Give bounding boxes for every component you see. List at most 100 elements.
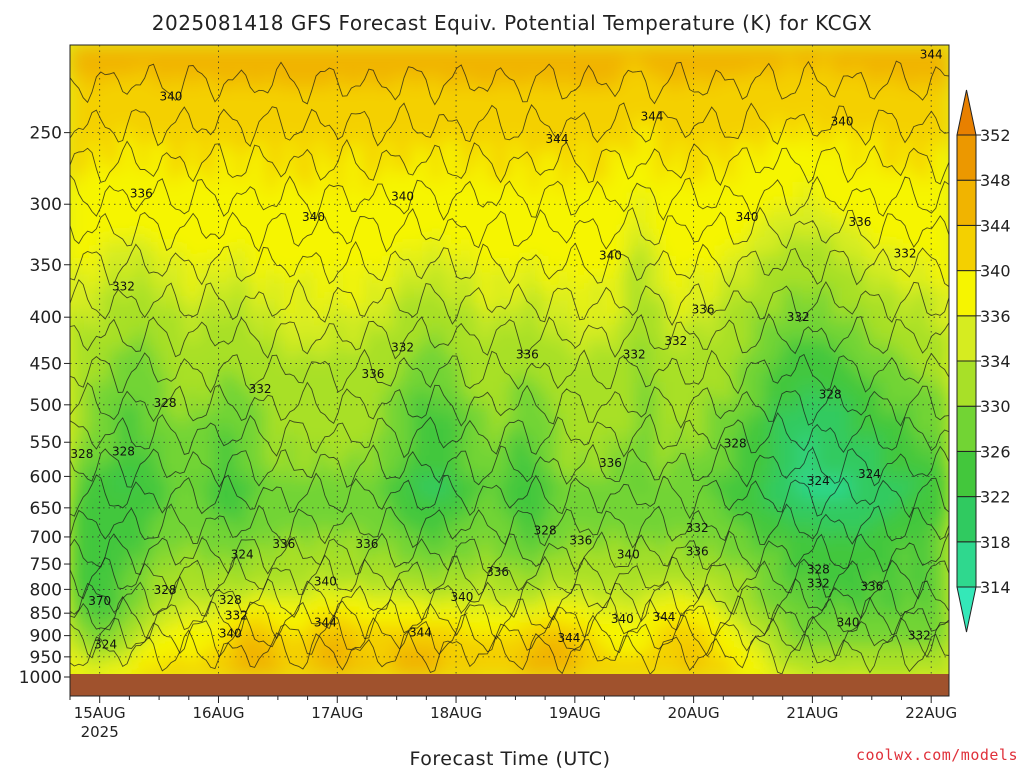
field-cell bbox=[138, 413, 149, 425]
field-cell bbox=[841, 55, 852, 67]
field-cell bbox=[109, 508, 120, 520]
field-cell bbox=[597, 434, 608, 446]
field-cell bbox=[646, 181, 657, 194]
field-cell bbox=[851, 150, 862, 162]
field-cell bbox=[675, 603, 686, 615]
field-cell bbox=[314, 655, 325, 668]
field-cell bbox=[831, 571, 843, 583]
field-cell bbox=[636, 466, 647, 478]
field-cell bbox=[79, 181, 91, 194]
field-cell bbox=[529, 350, 540, 362]
field-cell bbox=[323, 87, 335, 99]
field-cell bbox=[529, 519, 540, 531]
field-cell bbox=[236, 97, 247, 109]
field-cell bbox=[372, 550, 384, 562]
field-cell bbox=[70, 276, 81, 288]
field-cell bbox=[568, 108, 579, 120]
field-cell bbox=[343, 171, 354, 183]
field-cell bbox=[275, 613, 286, 625]
field-cell bbox=[216, 424, 227, 436]
field-cell bbox=[128, 666, 139, 678]
field-cell bbox=[294, 487, 305, 499]
field-cell bbox=[607, 571, 618, 583]
field-cell bbox=[714, 413, 725, 425]
field-cell bbox=[724, 87, 735, 99]
field-cell bbox=[79, 203, 91, 215]
field-cell bbox=[275, 582, 286, 594]
field-cell bbox=[138, 424, 149, 436]
field-cell bbox=[411, 666, 423, 678]
field-cell bbox=[128, 529, 139, 541]
field-cell bbox=[70, 371, 81, 383]
field-cell bbox=[245, 66, 257, 78]
field-cell bbox=[587, 339, 598, 352]
field-cell bbox=[499, 592, 511, 604]
field-cell bbox=[187, 329, 198, 341]
field-cell bbox=[519, 655, 530, 668]
field-cell bbox=[499, 118, 511, 130]
field-cell bbox=[802, 297, 813, 309]
field-cell bbox=[509, 139, 520, 151]
field-cell bbox=[568, 118, 579, 130]
field-cell bbox=[196, 245, 208, 257]
field-cell bbox=[587, 561, 598, 573]
field-cell bbox=[704, 118, 716, 130]
field-cell bbox=[636, 403, 647, 415]
field-cell bbox=[294, 540, 305, 552]
field-cell bbox=[704, 413, 716, 425]
field-cell bbox=[597, 371, 608, 383]
field-cell bbox=[167, 224, 179, 236]
field-cell bbox=[489, 308, 501, 320]
field-cell bbox=[226, 445, 237, 457]
field-cell bbox=[265, 297, 276, 309]
field-cell bbox=[763, 613, 774, 625]
field-cell bbox=[646, 45, 657, 57]
field-cell bbox=[245, 129, 257, 141]
field-cell bbox=[460, 371, 472, 383]
field-cell bbox=[861, 76, 872, 88]
field-cell bbox=[861, 519, 872, 531]
field-cell bbox=[323, 571, 335, 583]
field-cell bbox=[665, 361, 677, 373]
field-cell bbox=[636, 624, 647, 636]
field-cell bbox=[411, 129, 423, 141]
field-cell bbox=[236, 255, 247, 267]
field-cell bbox=[265, 413, 276, 425]
field-cell bbox=[431, 666, 442, 678]
field-cell bbox=[480, 203, 491, 215]
field-cell bbox=[489, 171, 501, 183]
field-cell bbox=[685, 476, 696, 488]
field-cell bbox=[597, 45, 608, 57]
field-cell bbox=[724, 55, 735, 67]
field-cell bbox=[704, 55, 716, 67]
field-cell bbox=[724, 508, 735, 520]
field-cell bbox=[275, 392, 286, 404]
field-cell bbox=[431, 308, 442, 320]
field-cell bbox=[255, 508, 266, 520]
field-cell bbox=[148, 455, 159, 467]
field-cell bbox=[323, 171, 335, 183]
field-cell bbox=[109, 171, 120, 183]
field-cell bbox=[773, 571, 784, 583]
field-cell bbox=[363, 561, 374, 573]
field-cell bbox=[187, 66, 198, 78]
field-cell bbox=[79, 308, 91, 320]
field-cell bbox=[675, 519, 686, 531]
field-cell bbox=[704, 403, 716, 415]
field-cell bbox=[685, 55, 696, 67]
field-cell bbox=[636, 55, 647, 67]
field-cell bbox=[382, 582, 393, 594]
field-cell bbox=[636, 655, 647, 668]
field-cell bbox=[265, 150, 276, 162]
field-cell bbox=[167, 434, 179, 446]
field-cell bbox=[470, 645, 481, 657]
field-cell bbox=[109, 497, 120, 510]
field-cell bbox=[587, 666, 598, 678]
field-cell bbox=[704, 160, 716, 172]
field-cell bbox=[245, 213, 257, 225]
field-cell bbox=[265, 361, 276, 373]
field-cell bbox=[255, 540, 266, 552]
field-cell bbox=[275, 350, 286, 362]
field-cell bbox=[812, 476, 823, 488]
